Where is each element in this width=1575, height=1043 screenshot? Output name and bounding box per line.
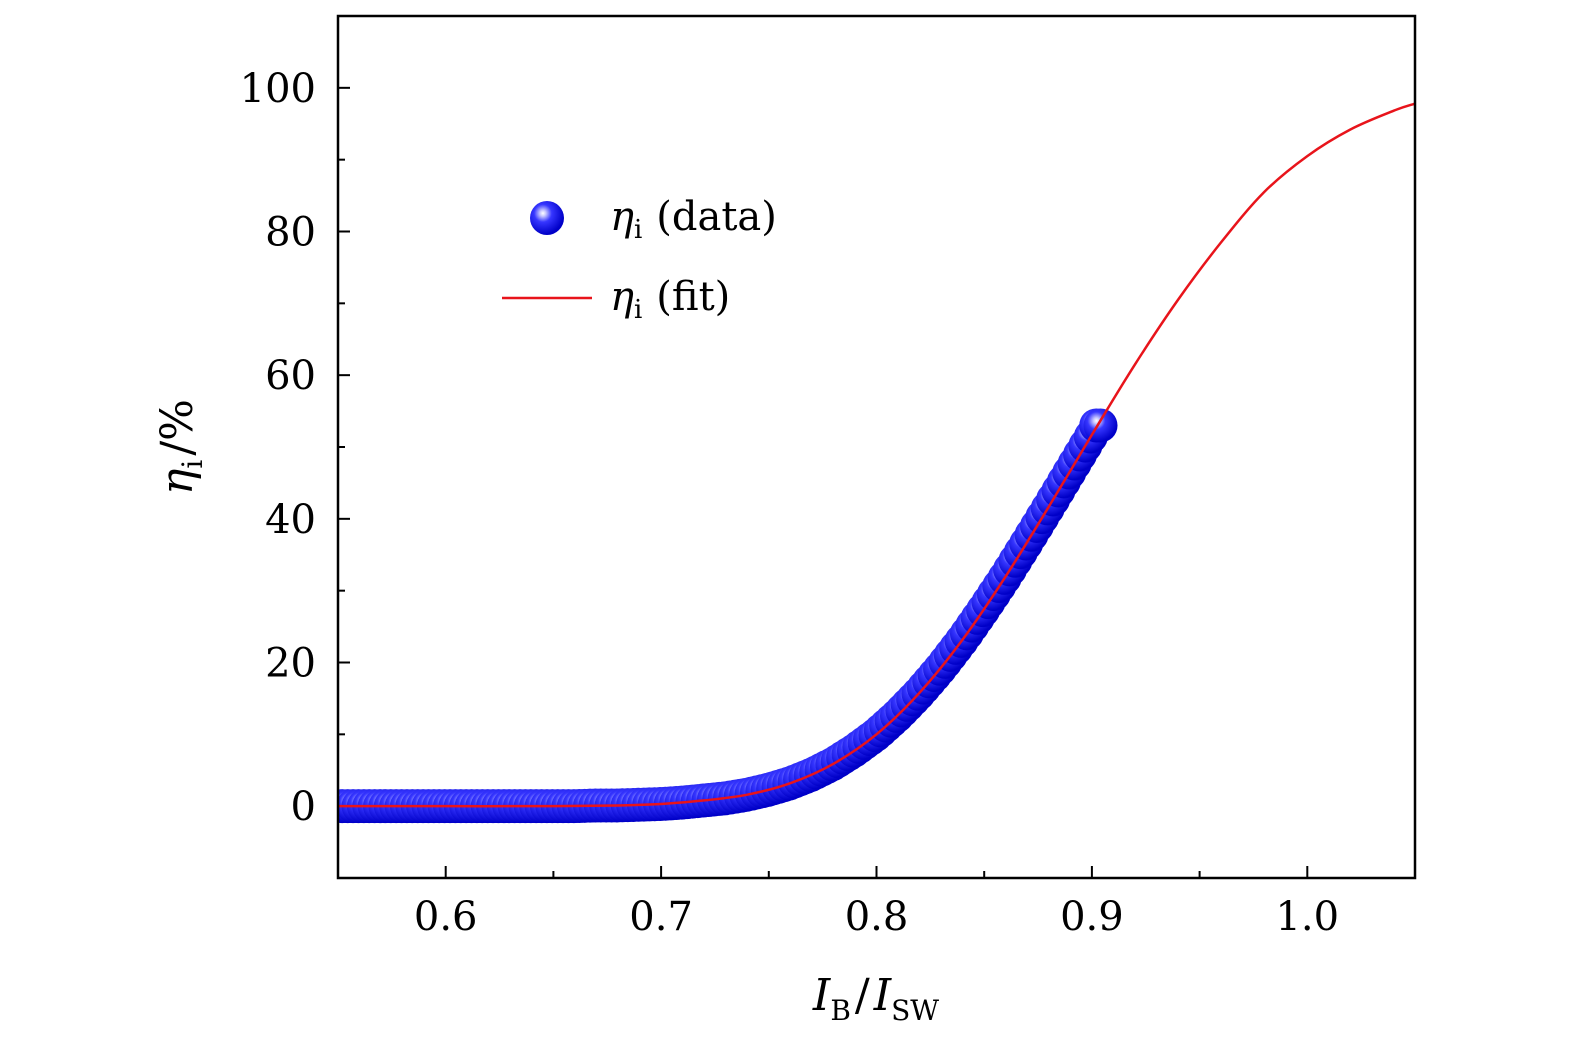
y-tick-labels: 0 20 40 60 80 100	[240, 66, 316, 830]
fit-curve	[338, 102, 1415, 808]
x-tick-label: 0.8	[845, 894, 909, 940]
y-tick-label: 0	[291, 784, 316, 830]
y-tick-label: 100	[240, 66, 316, 112]
x-tick-label: 0.7	[629, 894, 693, 940]
x-axis-label: IB/ISW	[812, 970, 939, 1027]
legend-data-label: ηi (data)	[610, 194, 777, 245]
data-point	[1083, 408, 1118, 443]
legend: ηi (data) ηi (fit)	[502, 194, 777, 325]
y-tick-label: 40	[265, 497, 316, 543]
legend-fit-label: ηi (fit)	[610, 274, 730, 325]
x-tick-label: 1.0	[1275, 894, 1339, 940]
y-tick-label: 80	[265, 210, 316, 256]
x-tick-labels: 0.6 0.7 0.8 0.9 1.0	[414, 894, 1339, 940]
x-tick-label: 0.6	[414, 894, 478, 940]
plot-frame	[336, 14, 1417, 880]
data-points	[338, 408, 1118, 824]
fit-curve-group	[338, 102, 1415, 808]
legend-data-marker	[530, 201, 564, 235]
y-axis-label: ηi/%	[152, 399, 209, 495]
x-tick-label: 0.9	[1060, 894, 1124, 940]
y-tick-label: 60	[265, 353, 316, 399]
y-tick-label: 20	[265, 641, 316, 687]
